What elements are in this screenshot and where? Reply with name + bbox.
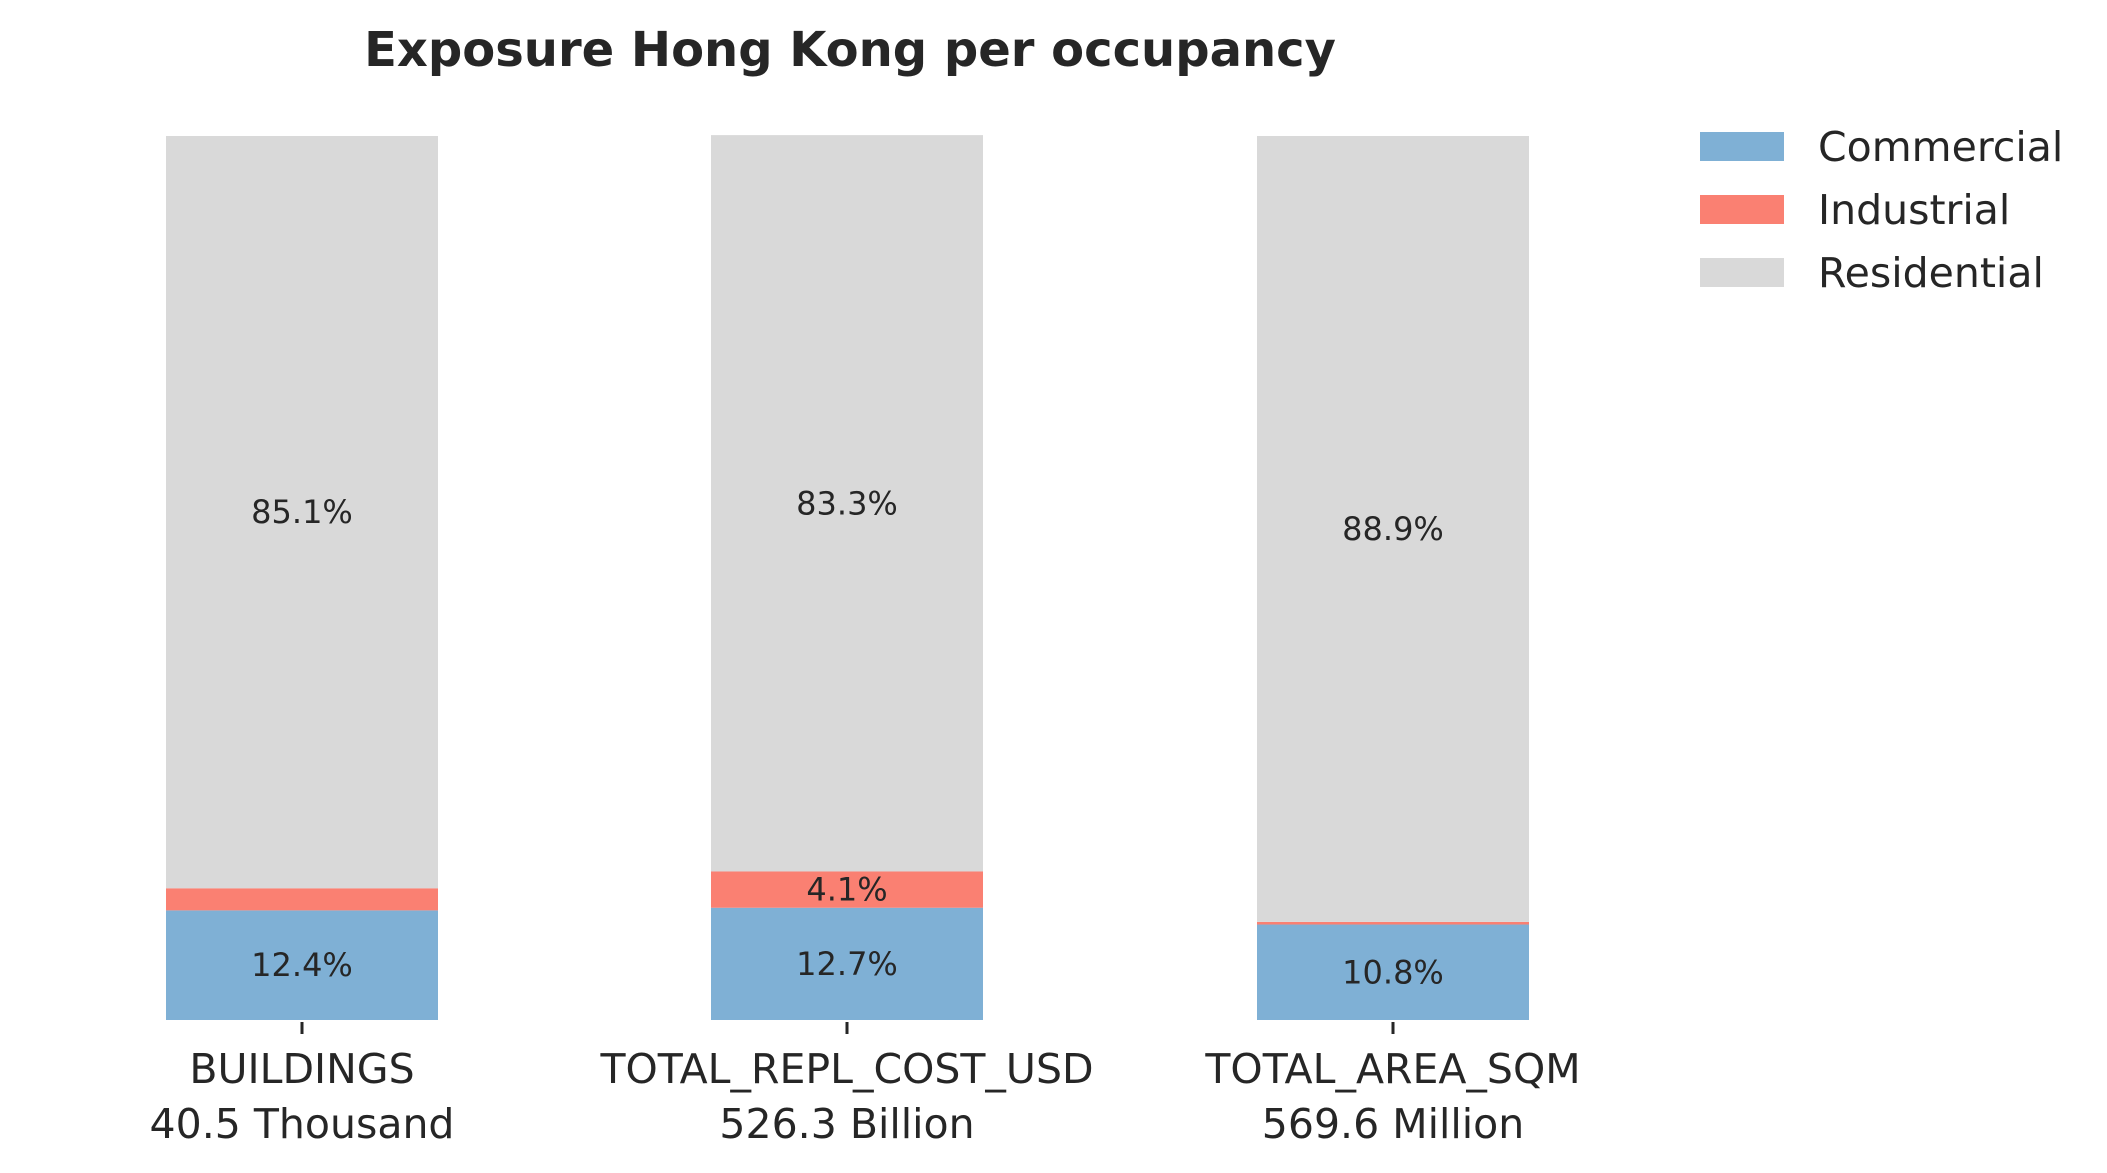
bar-residential-0	[166, 136, 438, 889]
data-label-commercial-2: 10.8%	[1342, 953, 1444, 991]
bar-commercial-0	[166, 910, 438, 1020]
bar-industrial-1	[711, 871, 983, 908]
x-tick-total-1: 526.3 Billion	[719, 1100, 974, 1148]
bars-layer	[166, 135, 1529, 1020]
chart-title: Exposure Hong Kong per occupancy	[364, 22, 1336, 78]
x-tick-total-2: 569.6 Million	[1262, 1100, 1524, 1148]
data-label-residential-1: 83.3%	[796, 484, 898, 522]
legend-swatch-commercial	[1700, 132, 1784, 161]
data-label-commercial-0: 12.4%	[251, 946, 353, 984]
data-label-commercial-1: 12.7%	[796, 945, 898, 983]
x-tick-label-1: TOTAL_REPL_COST_USD	[599, 1045, 1093, 1093]
bar-residential-1	[711, 135, 983, 872]
bar-labels-layer: 12.4% 85.1% 12.7% 4.1% 83.3% 10.8% 88.9%	[251, 484, 1444, 991]
x-tick-label-0: BUILDINGS	[189, 1045, 414, 1093]
legend-swatch-industrial	[1700, 195, 1784, 224]
legend-label-residential: Residential	[1818, 249, 2044, 297]
legend-swatch-residential	[1700, 258, 1784, 287]
bar-industrial-2	[1257, 921, 1529, 925]
bar-commercial-1	[711, 907, 983, 1020]
data-label-industrial-1: 4.1%	[806, 871, 887, 909]
bar-industrial-0	[166, 888, 438, 911]
data-label-residential-2: 88.9%	[1342, 510, 1444, 548]
data-label-residential-0: 85.1%	[251, 493, 353, 531]
legend-label-commercial: Commercial	[1818, 123, 2063, 171]
x-axis: BUILDINGS 40.5 Thousand TOTAL_REPL_COST_US…	[150, 1022, 1581, 1148]
legend: Commercial Industrial Residential	[1700, 123, 2063, 297]
bar-residential-2	[1257, 136, 1529, 922]
legend-label-industrial: Industrial	[1818, 186, 2010, 234]
x-tick-total-0: 40.5 Thousand	[150, 1100, 455, 1148]
x-tick-label-2: TOTAL_AREA_SQM	[1204, 1045, 1580, 1093]
bar-commercial-2	[1257, 924, 1529, 1020]
